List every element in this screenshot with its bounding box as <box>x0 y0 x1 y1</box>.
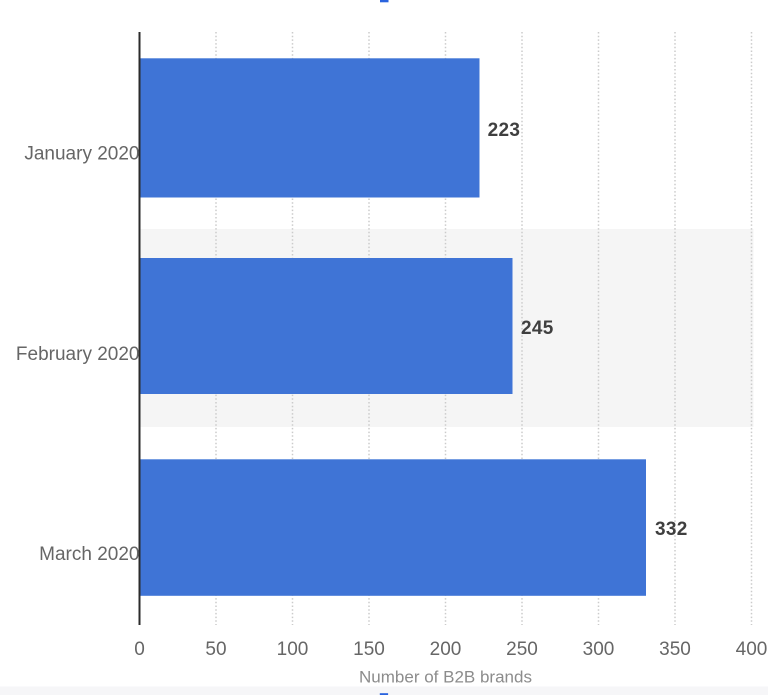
svg-text:250: 250 <box>506 639 538 660</box>
svg-text:223: 223 <box>488 120 521 141</box>
svg-text:400: 400 <box>736 639 768 660</box>
svg-text:100: 100 <box>277 639 309 660</box>
svg-text:150: 150 <box>353 639 385 660</box>
svg-text:245: 245 <box>521 318 554 339</box>
svg-text:300: 300 <box>583 639 615 660</box>
svg-text:February 2020: February 2020 <box>16 344 140 365</box>
svg-text:350: 350 <box>659 639 691 660</box>
svg-text:50: 50 <box>205 639 226 660</box>
svg-text:March 2020: March 2020 <box>39 544 139 565</box>
svg-text:Number of B2B brands: Number of B2B brands <box>359 667 532 686</box>
svg-text:332: 332 <box>655 519 688 540</box>
svg-text:200: 200 <box>430 639 462 660</box>
svg-text:January 2020: January 2020 <box>24 144 139 165</box>
svg-text:0: 0 <box>134 639 145 660</box>
